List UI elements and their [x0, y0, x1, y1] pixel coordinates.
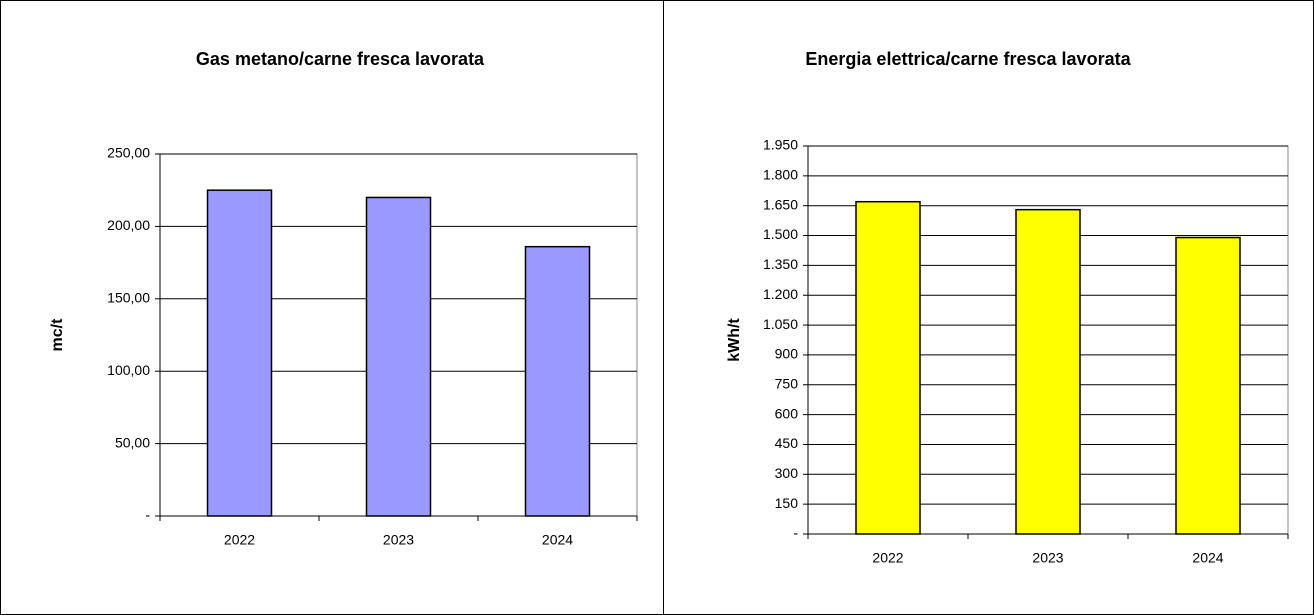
y-tick-label: 450	[775, 435, 799, 451]
y-tick-label: 200,00	[107, 217, 150, 233]
y-tick-label: 300	[775, 465, 799, 481]
bar	[524, 245, 591, 517]
bar	[365, 196, 432, 517]
y-tick-label: 50,00	[115, 434, 150, 450]
bar	[1175, 236, 1241, 535]
y-tick-label: 600	[775, 405, 799, 421]
x-tick-label: 2024	[1192, 550, 1223, 566]
x-tick-label: 2022	[872, 550, 903, 566]
y-tick-label: 1.350	[763, 256, 798, 272]
chart-title: Gas metano/carne fresca lavorata	[196, 49, 485, 69]
y-tick-label: 1.050	[763, 316, 798, 332]
y-axis-label: mc/t	[49, 318, 66, 352]
y-tick-label: 150	[775, 495, 799, 511]
y-tick-label: -	[793, 525, 798, 541]
bar	[1015, 208, 1081, 535]
x-tick-label: 2023	[383, 532, 414, 548]
y-tick-label: -	[145, 507, 150, 523]
y-tick-label: 750	[775, 375, 799, 391]
y-tick-label: 150,00	[107, 290, 150, 306]
x-tick-label: 2023	[1032, 550, 1063, 566]
chart-title: Energia elettrica/carne fresca lavorata	[805, 49, 1131, 69]
y-axis-label: kWh/t	[726, 318, 743, 362]
bar	[855, 200, 921, 535]
y-tick-label: 900	[775, 346, 799, 362]
x-tick-label: 2024	[542, 532, 573, 548]
y-tick-label: 1.500	[763, 226, 798, 242]
y-tick-label: 1.950	[763, 137, 798, 153]
y-tick-label: 1.650	[763, 196, 798, 212]
y-tick-label: 1.800	[763, 167, 798, 183]
y-tick-label: 250,00	[107, 145, 150, 161]
x-tick-label: 2022	[224, 532, 255, 548]
y-tick-label: 1.200	[763, 286, 798, 302]
bar	[206, 189, 273, 517]
y-tick-label: 100,00	[107, 362, 150, 378]
